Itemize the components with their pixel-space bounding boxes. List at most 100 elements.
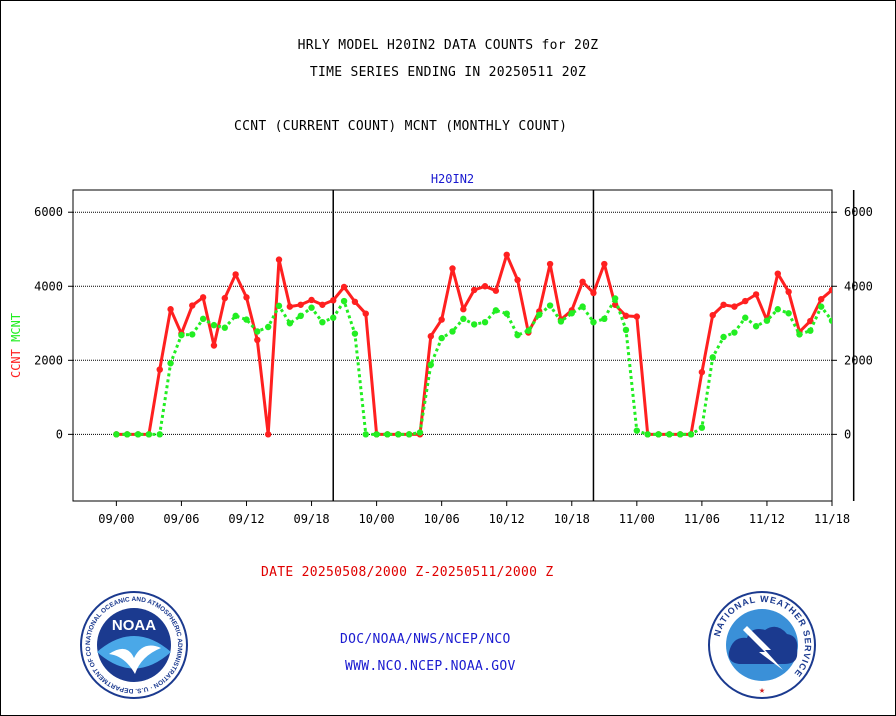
data-point-ccnt (210, 342, 218, 349)
data-point-ccnt (481, 283, 489, 290)
data-point-ccnt (698, 368, 706, 376)
data-point-mcnt (416, 429, 424, 436)
data-point-ccnt (221, 294, 228, 302)
data-point-mcnt (189, 331, 196, 338)
x-tick-label: 09/18 (293, 512, 329, 526)
data-point-ccnt (828, 286, 832, 294)
date-range: DATE 20250508/2000 Z-20250511/2000 Z (261, 565, 554, 580)
data-point-mcnt (503, 310, 510, 317)
data-point-mcnt (557, 318, 565, 325)
data-point-mcnt (156, 431, 163, 438)
data-point-ccnt (340, 283, 348, 291)
x-tick-label: 11/06 (684, 512, 720, 526)
subtitle: CCNT (CURRENT COUNT) MCNT (MONTHLY COUNT… (234, 119, 568, 134)
data-point-ccnt (449, 265, 456, 272)
data-point-mcnt (698, 424, 706, 431)
data-point-mcnt (199, 315, 207, 323)
data-point-ccnt (362, 310, 369, 317)
y-tick-label-left: 0 (56, 427, 63, 441)
y-tick-label-left: 4000 (34, 279, 63, 293)
x-tick-label: 11/00 (619, 512, 655, 526)
data-point-mcnt (405, 431, 413, 438)
data-point-ccnt (243, 294, 250, 301)
x-tick-label: 10/00 (359, 512, 395, 526)
data-point-ccnt (752, 291, 760, 298)
data-point-mcnt (731, 329, 738, 336)
data-point-mcnt (828, 317, 832, 324)
y-tick-label-left: 2000 (34, 353, 63, 367)
data-point-mcnt (622, 326, 630, 334)
data-point-ccnt (817, 296, 825, 303)
noaa-logo-text: NOAA (112, 617, 156, 634)
data-point-mcnt (395, 431, 402, 438)
data-point-mcnt (124, 431, 131, 438)
y-tick-label-left: 6000 (34, 205, 63, 219)
data-point-ccnt (590, 289, 597, 297)
data-point-mcnt (644, 431, 651, 438)
data-point-mcnt (340, 297, 348, 305)
x-tick-label: 11/18 (814, 512, 850, 526)
data-point-mcnt (297, 312, 304, 320)
data-point-ccnt (199, 294, 207, 301)
x-tick-label: 10/06 (424, 512, 460, 526)
data-point-ccnt (275, 256, 283, 263)
data-point-mcnt (611, 295, 619, 302)
data-point-mcnt (525, 327, 532, 334)
data-point-mcnt (384, 431, 391, 438)
data-point-ccnt (503, 251, 510, 258)
data-point-mcnt (275, 302, 283, 310)
data-point-ccnt (883, 431, 889, 437)
data-point-ccnt (601, 260, 608, 268)
data-point-ccnt (232, 271, 239, 278)
y-tick-label-right: 6000 (844, 205, 873, 219)
data-point-mcnt (373, 431, 380, 438)
data-point-ccnt (731, 303, 738, 310)
data-point-mcnt (264, 323, 272, 331)
data-point-ccnt (286, 303, 294, 310)
y-label-ccnt: CCNT (9, 349, 23, 378)
data-point-mcnt (666, 431, 673, 438)
org-line-1: DOC/NOAA/NWS/NCEP/NCO (340, 632, 511, 647)
data-point-mcnt (481, 318, 489, 326)
data-point-mcnt (568, 310, 575, 317)
data-point-ccnt (460, 306, 467, 313)
data-point-mcnt (362, 431, 369, 438)
x-tick-label: 11/12 (749, 512, 785, 526)
data-point-mcnt (449, 328, 456, 335)
data-point-mcnt (785, 310, 792, 317)
data-point-mcnt (861, 318, 867, 324)
org-line-2: WWW.NCO.NCEP.NOAA.GOV (345, 659, 516, 674)
data-point-mcnt (470, 321, 478, 328)
data-point-mcnt (590, 318, 597, 326)
title-line-2: TIME SERIES ENDING IN 20250511 20Z (309, 65, 587, 80)
data-point-ccnt (709, 311, 716, 319)
chart-title: H20IN2 (431, 172, 474, 186)
data-point-mcnt (840, 312, 846, 318)
data-point-mcnt (774, 306, 781, 313)
data-point-mcnt (351, 330, 359, 337)
data-point-mcnt (492, 307, 500, 314)
data-point-ccnt (807, 317, 814, 325)
x-tick-label: 09/12 (228, 512, 264, 526)
data-point-ccnt (785, 288, 792, 296)
data-point-mcnt (178, 331, 185, 339)
series-line-ccnt (116, 253, 832, 436)
data-point-ccnt (351, 298, 359, 306)
data-point-mcnt (254, 328, 261, 335)
data-point-ccnt (427, 333, 435, 340)
data-point-ccnt (264, 431, 272, 438)
data-point-ccnt (492, 287, 500, 294)
data-point-ccnt (872, 293, 878, 299)
plot-area (72, 189, 833, 502)
y-label-mcnt: MCNT (9, 313, 23, 349)
data-point-ccnt (514, 276, 521, 284)
data-point-mcnt (330, 314, 337, 321)
data-point-mcnt (546, 302, 554, 309)
data-point-mcnt (752, 323, 760, 330)
data-point-mcnt (687, 431, 695, 438)
data-point-ccnt (308, 296, 315, 304)
data-point-mcnt (167, 360, 174, 367)
x-tick-label: 10/18 (554, 512, 590, 526)
data-point-mcnt (243, 316, 250, 323)
